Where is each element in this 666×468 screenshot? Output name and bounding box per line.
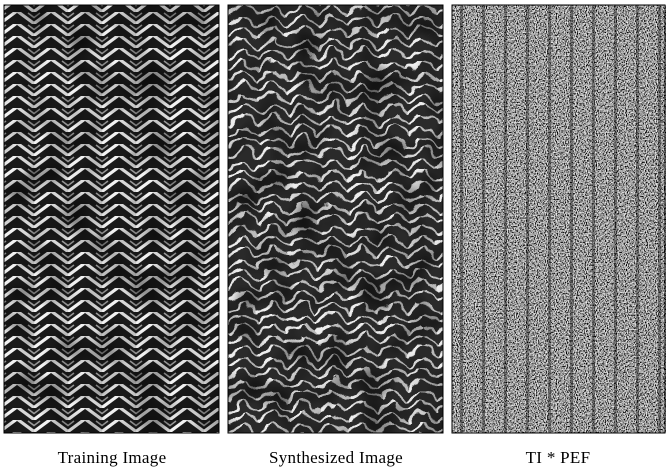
page: Training Image Synthesized Image TI * PE…: [0, 0, 666, 466]
caption: TI * PEF: [450, 448, 666, 468]
caption: Synthesized Image: [228, 448, 444, 468]
training-image: [4, 5, 219, 433]
synthesized-image: [218, 0, 458, 440]
caption: Training Image: [4, 448, 220, 468]
figure: [0, 0, 666, 440]
pef-image: [452, 5, 666, 433]
